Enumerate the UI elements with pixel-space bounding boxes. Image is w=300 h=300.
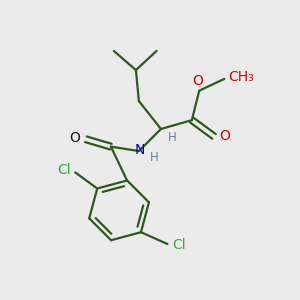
Text: Cl: Cl <box>57 163 71 177</box>
Text: H: H <box>150 151 159 164</box>
Text: N: N <box>135 143 145 158</box>
Text: Cl: Cl <box>172 238 185 253</box>
Text: CH₃: CH₃ <box>229 70 254 84</box>
Text: O: O <box>192 74 203 88</box>
Text: H: H <box>167 131 176 144</box>
Text: O: O <box>70 131 81 145</box>
Text: O: O <box>219 129 230 143</box>
